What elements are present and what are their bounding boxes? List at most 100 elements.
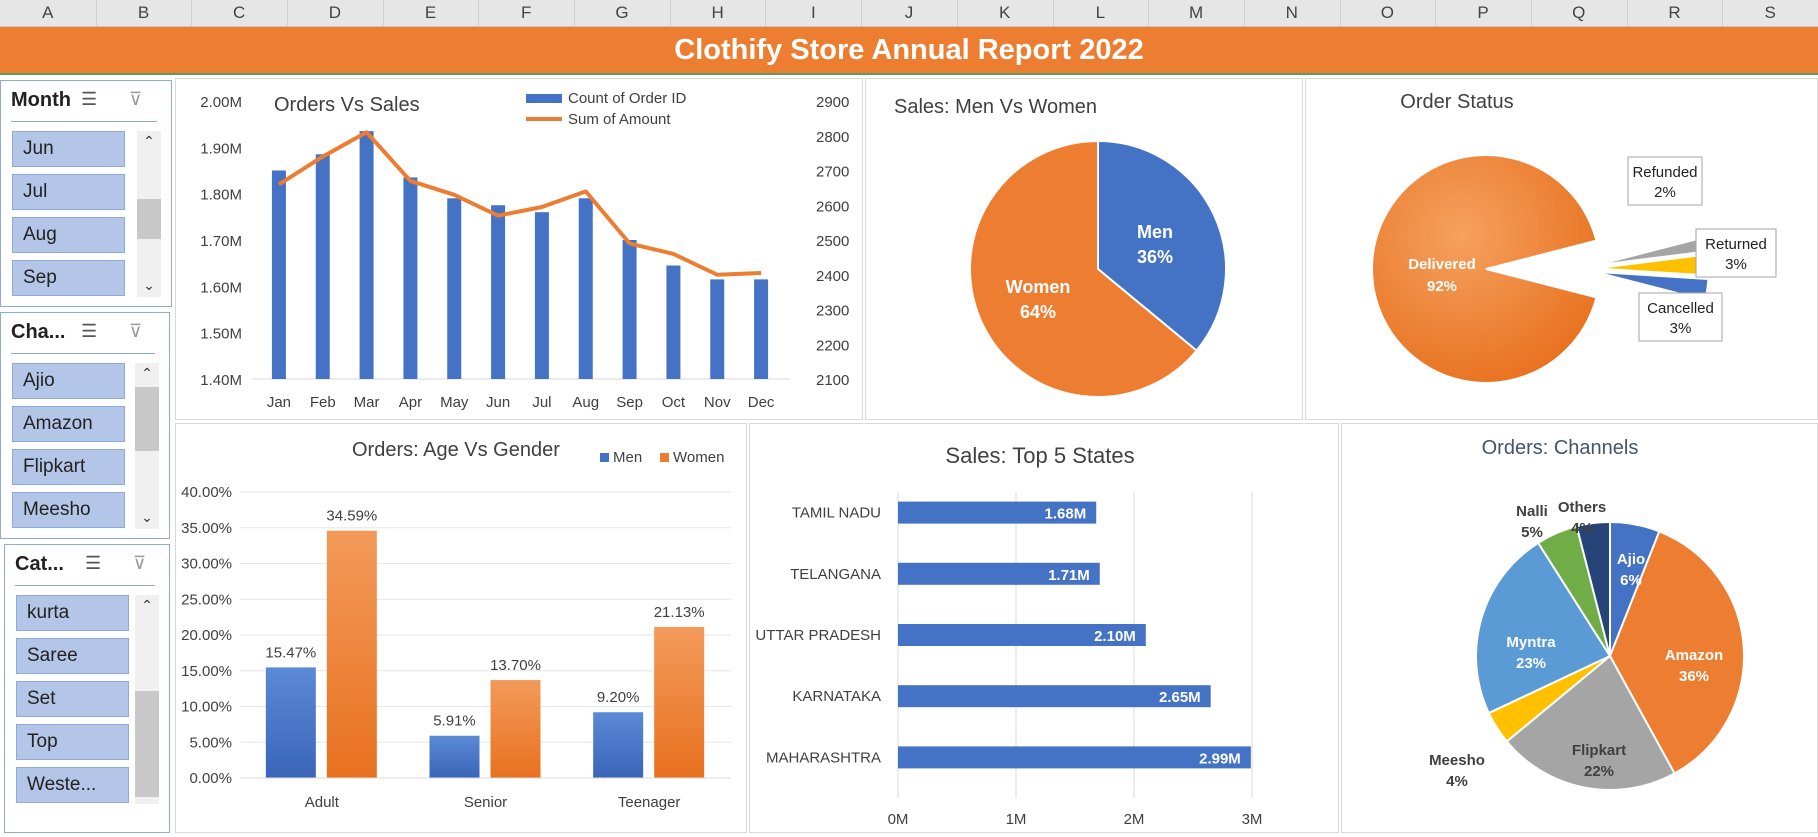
slicer-scrollbar[interactable]: ⌃⌄ [137,131,161,297]
slicer-item[interactable]: Ajio [12,363,125,399]
scroll-down-icon[interactable]: ⌄ [143,277,155,293]
data-label: 2.99M [1199,750,1241,767]
x-tick-label: 3M [1242,811,1263,828]
slicer-item[interactable]: Jun [12,131,125,167]
callout-label: Returned [1705,236,1767,253]
data-label: 21.13% [654,604,705,621]
y-left-tick-label: 1.40M [200,372,242,389]
legend-swatch-count [526,94,562,103]
column-header-b[interactable]: B [96,0,193,26]
slice-label: Delivered [1408,256,1476,273]
bar-count-of-order-id [534,212,549,379]
column-header-s[interactable]: S [1722,0,1818,26]
y-right-tick-label: 2300 [816,303,849,320]
slicer-item[interactable]: Amazon [12,406,125,442]
bar-count-of-order-id [754,279,769,379]
column-header-g[interactable]: G [574,0,671,26]
column-header-k[interactable]: K [957,0,1054,26]
bar-count-of-order-id [447,198,462,379]
slicer-item[interactable]: Jul [12,174,125,210]
bar-count-of-order-id [315,154,330,379]
bar-count-of-order-id [622,240,637,379]
slicer-item[interactable]: Sep [12,260,125,296]
clear-filter-icon[interactable]: ⊽ [129,321,143,341]
clear-filter-icon[interactable]: ⊽ [133,553,147,573]
column-header-m[interactable]: M [1148,0,1245,26]
bar-state-sales [898,562,1100,585]
bar-count-of-order-id [491,205,506,379]
column-header-a[interactable]: A [0,0,97,26]
chart-orders-vs-sales[interactable]: Orders Vs Sales 2.00M 1.90M 1.80M 1.70M 1.60M… [175,78,863,420]
chart-top-5-states[interactable]: Sales: Top 5 States 0M 1M 2M 3M TAMIL NADU 1.6… [749,423,1339,833]
callout-box [1627,156,1703,206]
x-tick-label: Jun [486,394,510,411]
scroll-thumb[interactable] [135,387,159,451]
scroll-down-icon[interactable]: ⌄ [141,509,153,525]
scroll-thumb[interactable] [137,199,161,239]
column-header-h[interactable]: H [670,0,767,26]
column-header-j[interactable]: J [861,0,958,26]
multi-select-icon[interactable]: ☰ [81,321,98,341]
clear-filter-icon[interactable]: ⊽ [129,89,143,109]
column-header-q[interactable]: Q [1531,0,1628,26]
slice-value-label: 22% [1584,763,1614,780]
slicer-item[interactable]: Weste... [16,767,129,803]
y-tick-label: 10.00% [181,699,232,716]
y-right-tick-label: 2200 [816,337,849,354]
legend-swatch-men [600,453,609,462]
scroll-up-icon[interactable]: ⌃ [143,133,155,149]
column-header-c[interactable]: C [191,0,289,26]
slicer-item[interactable]: kurta [16,595,129,631]
slicer-item[interactable]: Set [16,681,129,717]
x-tick-label: 0M [888,811,909,828]
data-label: 2.10M [1094,628,1136,645]
column-header-o[interactable]: O [1340,0,1437,26]
column-header-r[interactable]: R [1627,0,1724,26]
slice-label: Amazon [1665,647,1723,664]
slicer-scrollbar[interactable]: ⌃⌄ [135,595,159,804]
column-header-e[interactable]: E [383,0,480,26]
column-header-i[interactable]: I [765,0,863,26]
chart-title: Orders: Channels [1482,437,1639,459]
y-tick-label: 25.00% [181,591,232,608]
slicer-item[interactable]: Top [16,724,129,760]
x-tick-label: Jul [532,394,551,411]
scroll-up-icon[interactable]: ⌃ [141,597,153,613]
chart-channels[interactable]: Orders: Channels Ajio 6% Amazon 36% Flipkart 2… [1341,423,1818,833]
slice-value-label: 4% [1571,520,1593,537]
multi-select-icon[interactable]: ☰ [81,89,98,109]
chart-sales-men-vs-women[interactable]: Sales: Men Vs Women Men 36% Women 64% [865,78,1303,420]
slicer-channel[interactable]: Cha... ☰ ⊽ Ajio Amazon Flipkart Meesho ⌃ ⌄ [0,312,170,539]
scroll-thumb[interactable] [135,691,159,797]
x-tick-label: Teenager [618,794,681,811]
column-header-d[interactable]: D [287,0,384,26]
slicer-item[interactable]: Flipkart [12,449,125,485]
bar-state-sales [898,746,1251,769]
scroll-up-icon[interactable]: ⌃ [141,365,153,381]
callout-box [1695,228,1777,278]
slicer-header-divider [15,585,155,586]
y-tick-label: TELANGANA [790,566,881,583]
slice-label: Others [1558,499,1606,516]
slice-label: Women [1006,277,1071,297]
chart-age-vs-gender[interactable]: Orders: Age Vs Gender Men Women 40.00% 35.00… [175,423,747,833]
x-tick-label: Nov [704,394,731,411]
column-header-l[interactable]: L [1053,0,1150,26]
report-title-bar[interactable]: Clothify Store Annual Report 2022 [0,27,1818,75]
slicer-category[interactable]: Cat... ☰ ⊽ kurta Saree Set Top Weste...⌃⌄ [4,544,170,833]
slice-value-label: 64% [1020,302,1056,322]
slicer-item[interactable]: Aug [12,217,125,253]
column-header-f[interactable]: F [478,0,576,26]
slicer-header-divider [11,353,155,354]
slicer-scrollbar[interactable]: ⌃⌄ [135,363,159,529]
column-header-p[interactable]: P [1435,0,1532,26]
slicer-item[interactable]: Saree [16,638,129,674]
multi-select-icon[interactable]: ☰ [85,553,102,573]
column-header-n[interactable]: N [1244,0,1341,26]
chart-order-status[interactable]: Order Status Delivered 92% Refunded 2% Return… [1305,78,1818,420]
callout-box [1638,292,1723,342]
slicer-month[interactable]: Month ☰ ⊽ Jun Jul Aug Sep ⌃ ⌄ [0,80,172,307]
slicer-header-divider [11,121,157,122]
slice-value-label: 36% [1137,247,1173,267]
slicer-item[interactable]: Meesho [12,492,125,528]
